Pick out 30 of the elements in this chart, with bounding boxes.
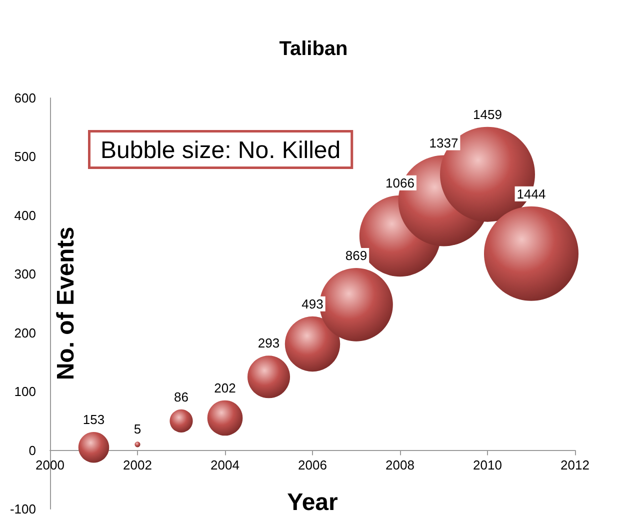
x-tick-label: 2008 — [386, 457, 414, 472]
data-label: 869 — [345, 248, 368, 264]
data-label: 1444 — [516, 186, 546, 202]
y-tick-label: 0 — [28, 442, 36, 458]
x-tick-label: 2012 — [560, 457, 590, 472]
x-axis-title: Year — [287, 488, 338, 516]
x-tick-label: 2002 — [123, 457, 152, 472]
data-label: 202 — [214, 380, 236, 396]
y-tick-label: 500 — [14, 149, 36, 164]
y-tick-label: 400 — [14, 208, 36, 223]
data-label: 1066 — [386, 175, 414, 190]
x-tick-label: 2010 — [473, 457, 502, 472]
data-label: 1337 — [429, 135, 458, 150]
y-tick-label: 200 — [14, 325, 36, 340]
chart-title: Taliban — [279, 38, 348, 60]
y-tick-label: 600 — [14, 90, 36, 106]
annotation: Bubble size: No. Killed — [100, 137, 341, 164]
data-label: 1459 — [473, 106, 502, 122]
y-axis-title: No. of Events — [52, 226, 80, 380]
y-tick-label: -100 — [10, 502, 36, 516]
data-label: 493 — [302, 296, 324, 312]
data-label: 5 — [134, 422, 142, 437]
x-tick-label: 2004 — [210, 457, 240, 472]
data-label: 86 — [174, 389, 188, 404]
data-label: 293 — [258, 336, 280, 351]
y-tick-label: 100 — [14, 384, 36, 400]
data-label: 153 — [82, 412, 105, 427]
x-tick-label: 2006 — [298, 457, 327, 472]
y-tick-label: 300 — [14, 266, 36, 282]
x-tick-label: 2000 — [36, 457, 64, 472]
